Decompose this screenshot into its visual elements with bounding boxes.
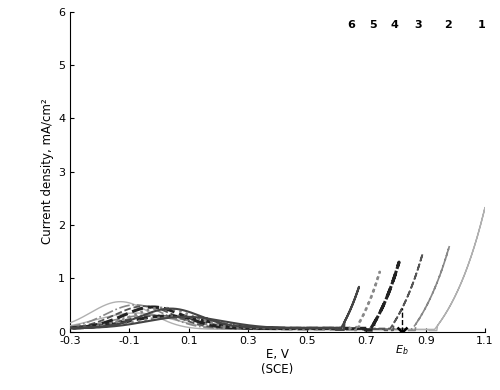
Text: 2: 2 — [444, 20, 452, 30]
X-axis label: E, V
(SCE): E, V (SCE) — [262, 348, 294, 376]
Text: 6: 6 — [347, 20, 355, 30]
Text: $E_b$: $E_b$ — [395, 343, 409, 357]
Text: 3: 3 — [414, 20, 422, 30]
Text: 4: 4 — [390, 20, 398, 30]
Text: 5: 5 — [369, 20, 377, 30]
Y-axis label: Current density, mA/cm²: Current density, mA/cm² — [41, 99, 54, 245]
Text: 1: 1 — [478, 20, 486, 30]
